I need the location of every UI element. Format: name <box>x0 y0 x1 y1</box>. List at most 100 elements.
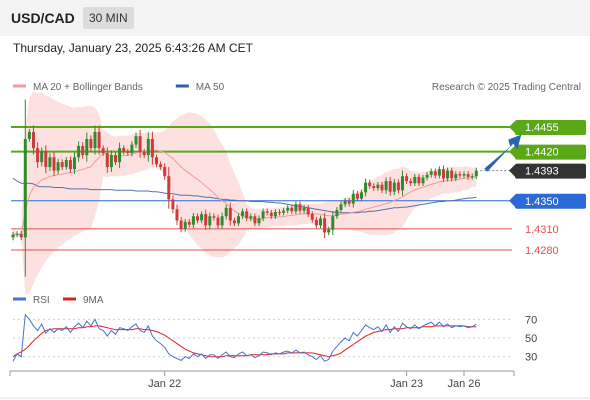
candle-body <box>150 138 154 158</box>
candle-body <box>323 218 327 233</box>
candle-body <box>204 214 208 226</box>
candle-body <box>433 171 437 176</box>
candle-body <box>278 212 281 214</box>
candle-body <box>331 216 335 230</box>
candle-body <box>446 170 450 179</box>
candle-body <box>351 193 355 204</box>
candle-body <box>232 220 236 224</box>
candle-body <box>368 182 372 187</box>
level-label-1.4310: 1.4310 <box>525 224 559 236</box>
candle-body <box>191 216 195 225</box>
candle-body <box>179 220 183 229</box>
candle-body <box>421 177 425 184</box>
bollinger-band <box>13 91 477 295</box>
candle-body <box>163 167 167 177</box>
candle-body <box>216 217 220 226</box>
candle-body <box>282 210 286 213</box>
candle-body <box>347 200 351 204</box>
candle-body <box>44 151 48 168</box>
candle-body <box>118 148 122 163</box>
candle-body <box>130 144 134 154</box>
candle-body <box>85 138 89 156</box>
candle-body <box>364 182 368 193</box>
level-label-1.4350: 1.4350 <box>525 196 559 208</box>
chart-datetime: Thursday, January 23, 2025 6:43:26 AM CE… <box>13 41 253 55</box>
candle-body <box>376 184 380 189</box>
candle-body <box>253 216 257 224</box>
header-bar: USD/CAD 30 MIN <box>0 0 590 36</box>
candle-body <box>466 174 470 177</box>
level-tag-1.4420 <box>515 144 586 160</box>
rsi-ma-line <box>12 325 477 358</box>
legend-label-1: MA 50 <box>196 82 225 93</box>
candle-body <box>237 216 240 224</box>
rsi-tick-70: 70 <box>525 314 537 326</box>
candle-body <box>302 207 306 211</box>
candle-body <box>273 212 277 217</box>
candle-body <box>437 169 441 176</box>
ma20-line <box>12 149 477 236</box>
level-tag-pointer-1.4393 <box>509 164 515 177</box>
candle-body <box>405 176 409 182</box>
candle-body <box>425 174 429 178</box>
candle-body <box>257 218 261 224</box>
candle-body <box>126 151 130 154</box>
candle-body <box>171 199 175 210</box>
candle-body <box>409 181 413 184</box>
candle-body <box>450 170 454 179</box>
candle-body <box>372 186 376 189</box>
candle-body <box>462 174 466 176</box>
candle-body <box>380 184 384 191</box>
candle-body <box>458 174 462 176</box>
candle-body <box>64 160 68 168</box>
candle-body <box>159 164 163 168</box>
candle-body <box>208 216 212 226</box>
candle-body <box>327 229 331 233</box>
level-tag-1.4350 <box>515 193 586 209</box>
up-right-arrow-icon <box>484 134 522 172</box>
candle-body <box>228 207 232 221</box>
rsi-legend-label-1: 9MA <box>83 295 104 306</box>
candle-body <box>93 131 97 149</box>
candle-body <box>417 176 421 184</box>
candle-body <box>142 151 146 156</box>
rsi-legend-label-0: RSI <box>33 295 50 306</box>
candle-body <box>335 209 339 217</box>
credit-text: Research © 2025 Trading Central <box>432 82 581 93</box>
candle-body <box>122 148 126 152</box>
ma50-line <box>12 177 477 214</box>
candle-body <box>77 146 81 158</box>
candle-body <box>355 193 359 199</box>
candle-body <box>15 233 19 235</box>
candle-body <box>298 204 302 211</box>
x-tick-label-0: Jan 22 <box>148 378 181 390</box>
candle-body <box>454 174 458 179</box>
candle-body <box>56 162 60 171</box>
candle-body <box>175 209 179 221</box>
candle-body <box>60 162 64 168</box>
level-tag-pointer-1.4420 <box>509 145 515 158</box>
candle-body <box>200 214 204 221</box>
candle-body <box>245 211 249 219</box>
candle-body <box>442 169 445 179</box>
candle-body <box>146 138 150 156</box>
candle-body <box>401 176 404 191</box>
legend-label-0: MA 20 + Bollinger Bands <box>33 82 143 93</box>
timeframe-button[interactable]: 30 MIN <box>83 7 134 29</box>
candle-body <box>73 157 76 170</box>
candle-body <box>187 221 191 225</box>
candle-body <box>429 171 433 175</box>
rsi-line <box>12 313 477 362</box>
instrument-label: USD/CAD <box>11 10 75 26</box>
candle-body <box>52 157 56 171</box>
candle-body <box>396 182 400 191</box>
level-tag-pointer-1.4455 <box>509 121 515 134</box>
candle-body <box>265 211 269 213</box>
candle-body <box>314 219 318 226</box>
candle-body <box>319 218 322 226</box>
level-label-1.4280: 1.4280 <box>525 245 559 257</box>
candle-body <box>134 136 138 145</box>
candle-body <box>40 151 44 163</box>
candle-body <box>343 200 347 205</box>
